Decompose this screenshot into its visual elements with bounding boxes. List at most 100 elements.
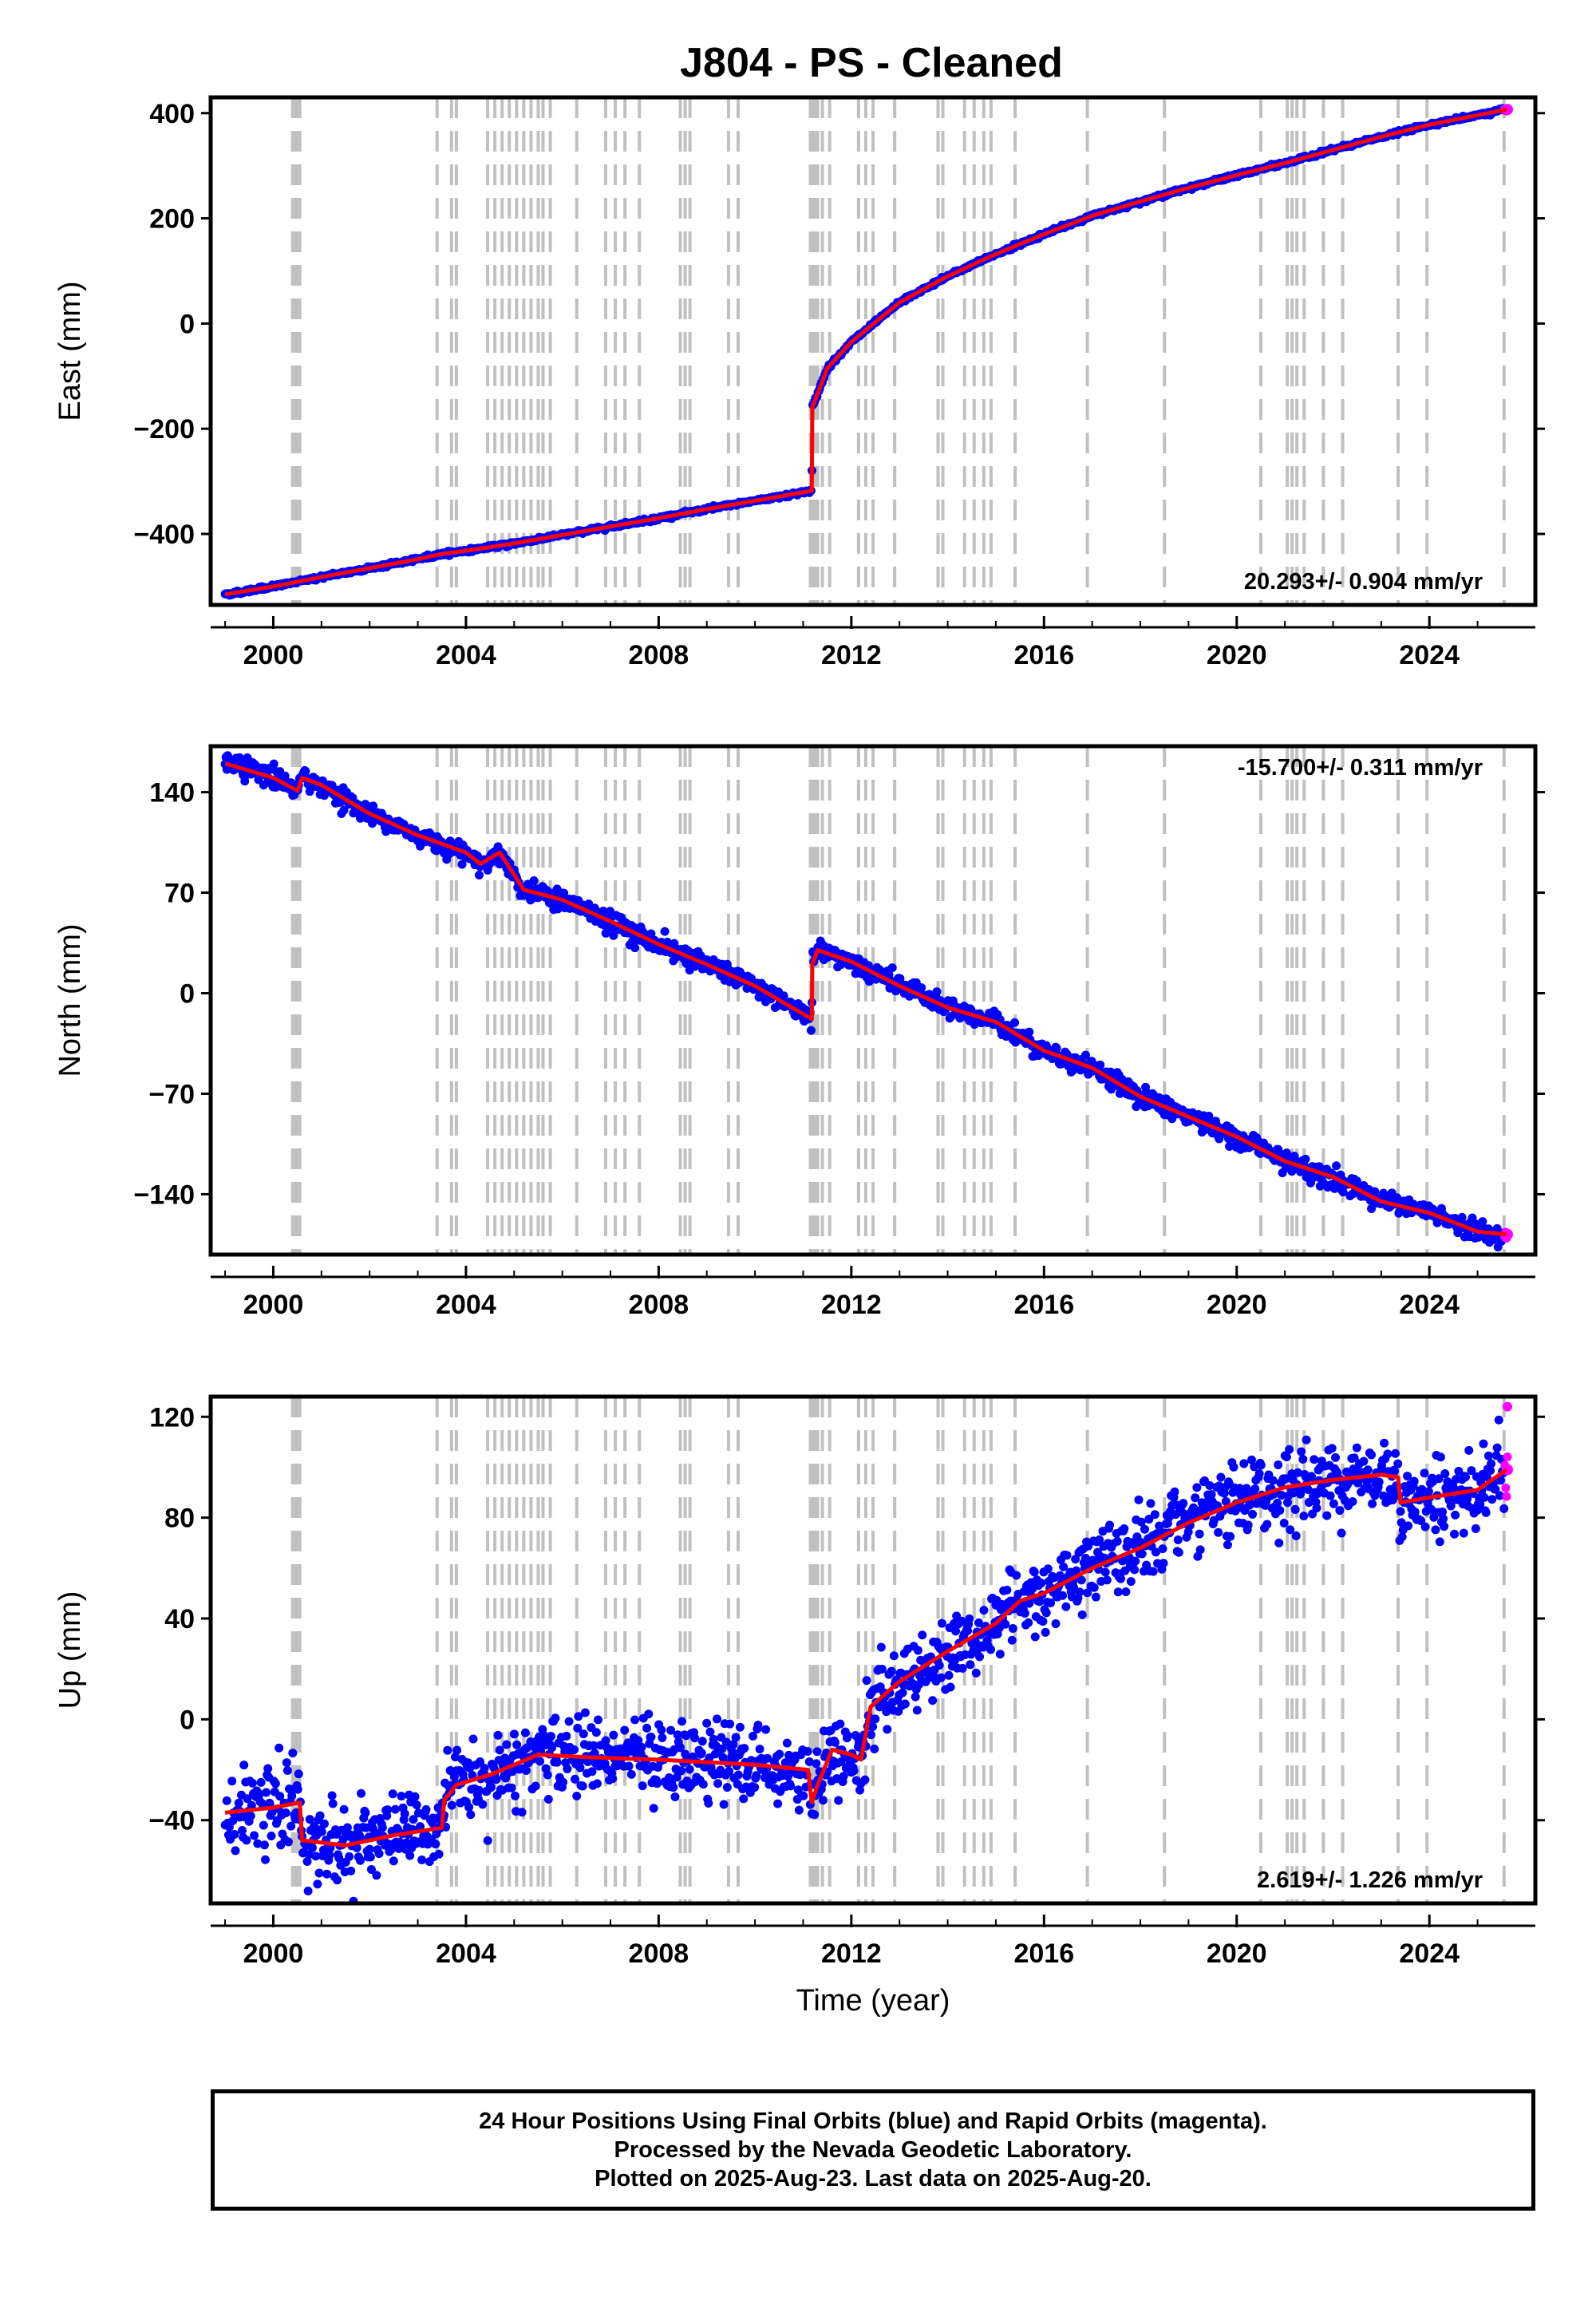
final-point [495,1745,504,1755]
final-point [986,1645,996,1654]
final-point [589,1741,598,1750]
final-point [979,1606,989,1615]
y-tick-label: 400 [149,99,195,129]
x-tick-label: 2020 [1207,640,1267,670]
final-point [1069,1583,1079,1592]
final-point [1303,1484,1313,1494]
final-point [1179,1499,1188,1508]
final-point [729,1740,738,1749]
model-line [224,1468,1508,1848]
final-point [657,1725,666,1735]
final-point [400,1809,409,1819]
final-point [1052,1043,1061,1053]
y-tick-label: 80 [164,1504,195,1534]
final-point [1460,1472,1470,1482]
final-point [1457,1212,1467,1222]
final-point [1275,1506,1285,1516]
final-point [652,1779,662,1788]
final-point [753,1721,763,1730]
final-point [724,1767,733,1777]
final-point [1068,1065,1077,1075]
final-point [511,1791,520,1800]
final-point [283,1837,293,1847]
final-point [1030,1632,1040,1642]
final-point [466,1810,476,1820]
x-tick-label: 2000 [243,1939,304,1969]
final-point [1380,1438,1389,1448]
final-point [1337,1528,1346,1538]
final-point [1439,1514,1448,1524]
final-point [783,1772,792,1781]
final-point [1041,1627,1050,1637]
final-point [1243,1520,1253,1530]
final-point [1464,1445,1474,1455]
final-point [1126,1577,1136,1587]
final-point [876,1642,886,1652]
final-point [1368,1499,1377,1508]
final-point [672,1773,681,1782]
final-point [569,1745,579,1755]
final-point [803,1746,812,1756]
final-point [1058,1591,1068,1600]
final-point [301,766,310,776]
final-point [1262,1520,1272,1529]
final-point [676,1766,685,1776]
final-point [263,1764,273,1773]
final-point [1463,1494,1472,1504]
final-point [1150,1510,1159,1520]
final-point [365,1852,375,1862]
x-axis-label: Time (year) [796,1984,950,2018]
final-point [877,1665,887,1674]
final-point [1195,1529,1204,1539]
final-point [592,1779,602,1788]
final-point [493,1730,503,1740]
final-point [228,1816,238,1826]
model-line [224,761,1507,1237]
final-point [887,963,897,973]
final-point [253,1839,263,1848]
final-point [352,1843,361,1852]
final-point [342,1823,352,1832]
final-point [287,1791,297,1800]
final-point [1254,1468,1264,1478]
y-tick-label: −140 [133,1180,195,1210]
final-point [685,1765,694,1774]
final-point [238,1826,247,1836]
final-point [666,1725,676,1735]
final-point [361,1823,371,1832]
x-tick-label: 2020 [1207,1290,1267,1320]
final-point [958,1663,967,1673]
final-point [1083,1588,1092,1598]
final-point [1367,1204,1377,1214]
final-point [575,1763,585,1773]
final-point [608,1774,618,1784]
final-point [780,1758,790,1768]
final-point [457,860,467,869]
final-point [243,1794,252,1804]
final-point [334,1853,344,1863]
final-point [231,1846,240,1856]
final-point [1072,1566,1081,1575]
final-point [1332,1161,1341,1171]
rapid-point [1501,1483,1511,1492]
final-point [971,1668,981,1678]
final-point [311,1852,321,1861]
final-point [578,1781,587,1791]
final-point [704,1799,713,1808]
final-point [452,1745,462,1755]
final-point [739,1794,749,1804]
final-point [405,1851,415,1860]
final-point [512,1740,522,1749]
final-point [269,759,279,769]
final-point [1071,1555,1080,1564]
final-point [1159,1559,1168,1568]
final-point [227,1777,237,1786]
final-point [649,1804,658,1813]
final-point [907,1678,917,1688]
final-point [1479,1492,1489,1502]
final-point [630,1715,640,1725]
final-point [1403,1472,1412,1481]
final-point [1170,1487,1179,1496]
